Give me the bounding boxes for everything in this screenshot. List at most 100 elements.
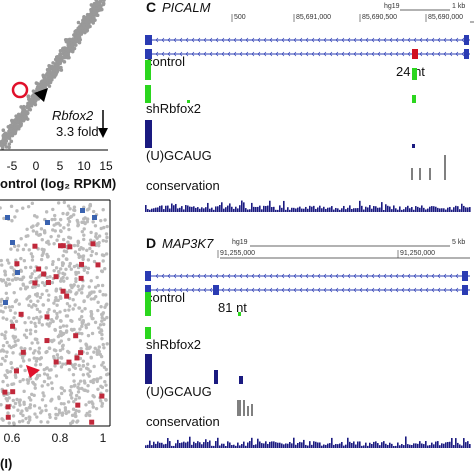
chevron (227, 273, 231, 279)
point (18, 379, 22, 384)
conservation (183, 441, 185, 448)
point (53, 213, 57, 218)
point (100, 336, 104, 341)
point (82, 16, 86, 21)
conservation (451, 438, 453, 448)
point (67, 367, 72, 372)
point (100, 283, 105, 288)
point (65, 314, 70, 318)
point (76, 224, 80, 228)
chevron (365, 287, 369, 293)
conservation (163, 444, 165, 448)
conservation (235, 206, 237, 212)
conservation (191, 206, 193, 212)
chevron (233, 51, 237, 57)
point (21, 419, 25, 423)
conservation (187, 441, 189, 448)
point (4, 291, 9, 295)
point (59, 279, 63, 283)
point (24, 416, 28, 421)
point (54, 266, 59, 270)
point (89, 7, 93, 12)
point (50, 71, 55, 75)
conservation (153, 441, 155, 448)
point (27, 248, 31, 252)
point (37, 373, 42, 378)
point (66, 410, 71, 414)
conservation (317, 442, 319, 448)
point (53, 327, 57, 332)
point (4, 375, 9, 380)
coord-label: 85,690,500 (362, 14, 397, 21)
point (54, 348, 58, 353)
point (12, 422, 16, 426)
conservation (185, 205, 187, 212)
conservation (267, 205, 269, 212)
conservation (469, 444, 471, 448)
point (67, 337, 71, 342)
conservation (291, 207, 293, 212)
conservation (465, 207, 467, 212)
red-square (78, 350, 84, 356)
point (43, 85, 48, 90)
chevron (401, 287, 405, 293)
point (12, 405, 16, 409)
chevron (251, 51, 255, 57)
point (63, 38, 68, 42)
point (28, 328, 33, 332)
point (103, 267, 107, 271)
point (52, 268, 56, 273)
conservation (309, 205, 311, 212)
point (91, 5, 95, 9)
conservation (203, 208, 205, 212)
point (51, 319, 55, 324)
conservation (407, 444, 409, 448)
scatter-top (0, 0, 106, 150)
chevron (359, 51, 363, 57)
conservation (413, 209, 415, 212)
red-square (64, 293, 70, 299)
point (78, 317, 82, 321)
red-square (78, 275, 84, 281)
conservation (231, 445, 233, 448)
point (81, 254, 86, 258)
red-square (74, 355, 80, 361)
point (50, 280, 55, 285)
conservation (247, 442, 249, 448)
chevron (293, 37, 297, 43)
point (102, 365, 107, 369)
conservation (349, 441, 351, 448)
conservation (321, 208, 323, 212)
chevron (389, 51, 393, 57)
chevron (203, 51, 207, 57)
red-square (32, 280, 38, 286)
conservation (239, 445, 241, 448)
point (80, 291, 84, 295)
chevron (323, 273, 327, 279)
conservation (177, 208, 179, 212)
point (5, 317, 9, 321)
point (102, 253, 106, 258)
point (1, 128, 6, 133)
conservation (295, 208, 297, 212)
conservation (187, 205, 189, 212)
exon (145, 49, 152, 59)
point (47, 73, 51, 78)
point (92, 290, 96, 294)
point (100, 7, 104, 12)
chevron (185, 273, 189, 279)
conservation (227, 441, 229, 448)
conservation (257, 438, 259, 448)
conservation (249, 441, 251, 448)
x-label: (I) (0, 456, 12, 471)
conservation (223, 208, 225, 212)
conservation (293, 437, 295, 448)
point (40, 253, 44, 258)
chevron (443, 51, 447, 57)
conservation (401, 209, 403, 212)
conservation (397, 442, 399, 448)
point (82, 220, 86, 225)
conservation (341, 441, 343, 448)
chevron (443, 273, 447, 279)
point (30, 341, 34, 345)
